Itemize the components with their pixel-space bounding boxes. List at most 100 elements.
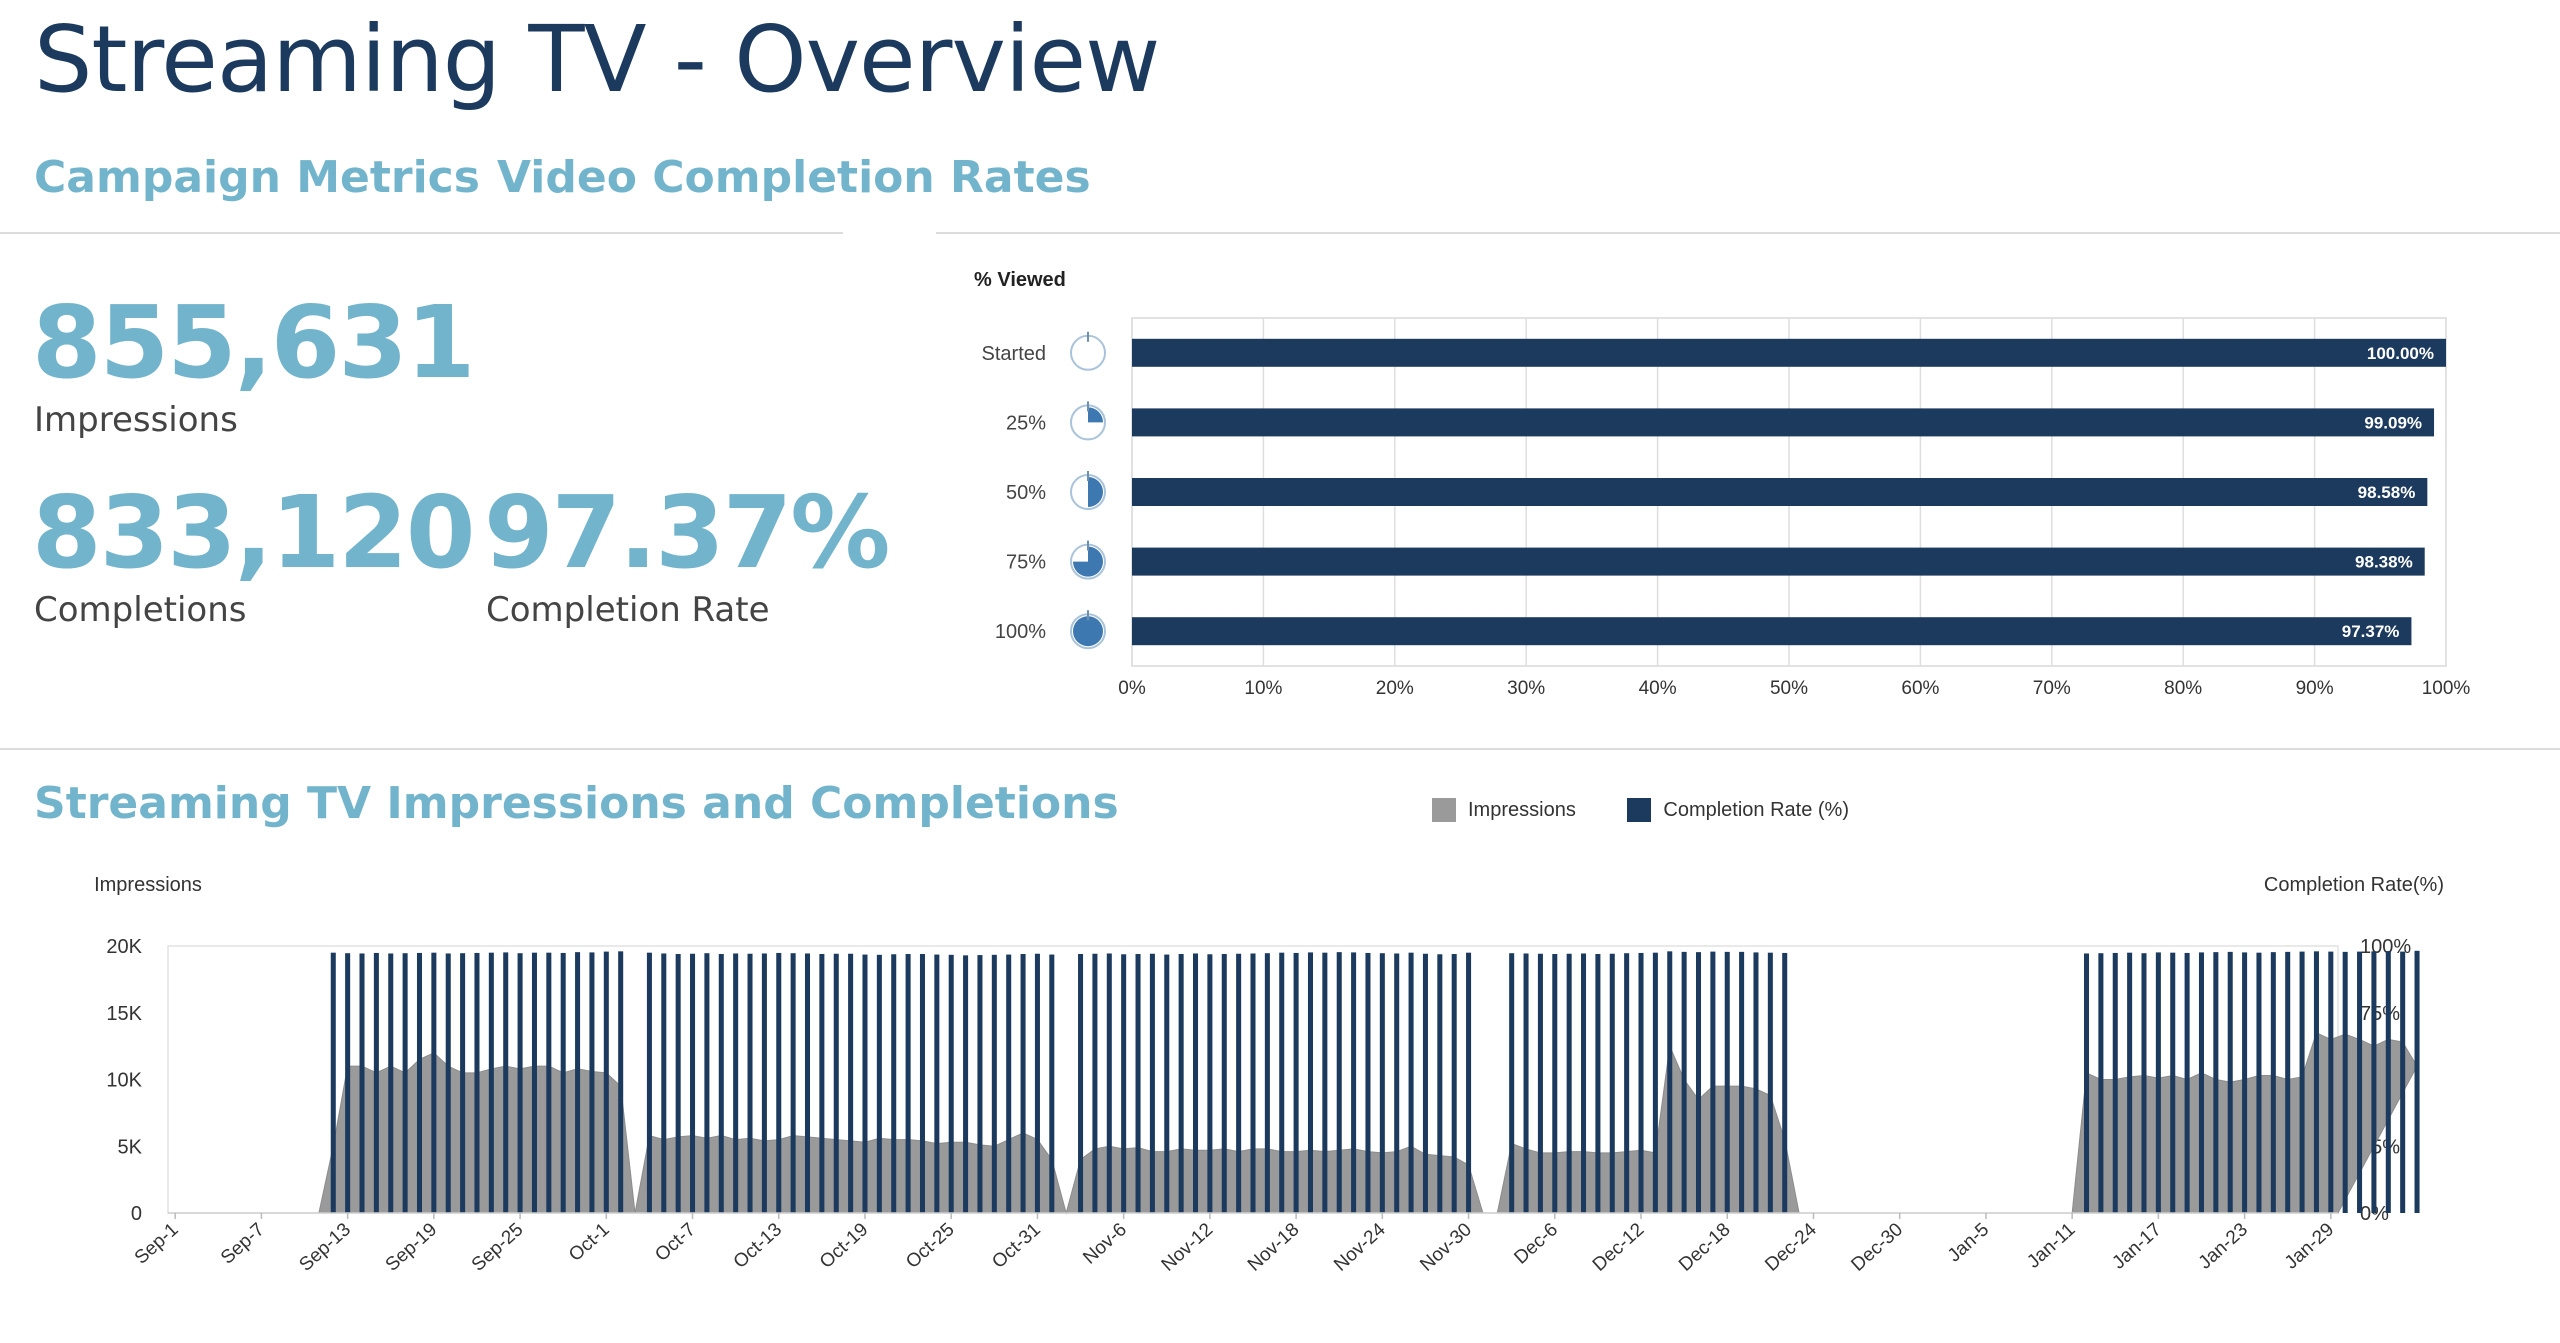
completion-rate-bar [1293,952,1299,1213]
completion-rate-bar [776,952,782,1213]
completion-rate-bar [1078,954,1084,1213]
completion-rate-bar [963,955,969,1213]
completion-rate-bar [2213,952,2219,1213]
completion-rate-label: Completion Rate [486,590,770,630]
completion-rate-bar [2242,952,2248,1213]
completion-rate-bar [575,952,581,1213]
completion-rate-bar [1537,953,1543,1213]
x-tick-label: Jan-17 [2108,1219,2165,1273]
completion-rate-bar [977,955,983,1213]
completion-rate-bar [1437,954,1443,1213]
x-tick-label: Dec-18 [1675,1219,1735,1276]
x-tick-label: Jan-5 [1944,1219,1993,1266]
x-tick-label: Dec-30 [1847,1219,1907,1276]
completion-rate-bar [948,954,954,1213]
completion-rate-bar [1135,954,1141,1213]
completion-rate-bar [1365,952,1371,1213]
completion-rate-bar [474,952,480,1213]
completion-rate-bar [1552,954,1558,1213]
completion-rate-bar [460,953,466,1213]
completion-rate-bar [345,953,351,1213]
completion-rate-value: 97.37% [484,474,891,591]
right-tick-label: 75% [2360,1003,2400,1025]
completion-rate-bar [1006,954,1012,1213]
completion-rate-bar [1207,954,1213,1213]
vcr-x-tick-label: 70% [2033,678,2071,699]
completion-rate-bar [1322,952,1328,1213]
completion-rate-bar [804,953,811,1213]
x-tick-label: Dec-12 [1589,1219,1649,1276]
completion-rate-bar [2313,951,2319,1213]
x-tick-label: Oct-19 [816,1219,872,1273]
vcr-x-tick-label: 90% [2296,678,2334,699]
right-axis-label: Completion Rate(%) [2264,874,2444,896]
completion-rate-bar [2400,951,2406,1213]
completion-rate-bar [2127,952,2133,1213]
x-tick-label: Oct-31 [988,1219,1044,1273]
completion-rate-bar [675,954,681,1213]
completion-rate-bar [1193,953,1199,1213]
completion-rate-bar [1264,953,1270,1213]
legend-completion-rate[interactable]: Completion Rate (%) [1627,798,1849,822]
completion-rate-bar [2256,952,2262,1213]
completion-rate-bar [1379,953,1385,1213]
completion-rate-bar [373,952,379,1213]
completion-rate-bar [833,953,839,1213]
completion-rate-bar [1652,952,1658,1213]
x-tick-label: Jan-11 [2023,1219,2079,1273]
section-impressions-completions: Streaming TV Impressions and Completions [34,778,1119,829]
divider-left [0,232,843,234]
vcr-category-label: 25% [1006,412,1046,434]
completion-rate-bar [848,953,854,1213]
completion-rate-bar [2184,952,2190,1213]
vcr-x-tick-label: 20% [1376,678,1414,699]
completion-rate-bar [1236,953,1242,1213]
completion-rate-bar [1422,953,1428,1213]
x-tick-label: Oct-7 [651,1219,700,1266]
completion-rate-bar [646,952,652,1213]
completion-rate-bar [747,953,753,1213]
completion-rate-bar [2083,953,2090,1213]
x-tick-label: Nov-12 [1158,1219,1218,1276]
right-tick-label: 0% [2360,1203,2389,1225]
vcr-icon-fill [1073,616,1103,647]
completion-rate-bar [2112,952,2118,1213]
completion-rate-bar [1351,952,1357,1213]
left-tick-label: 0 [131,1203,142,1225]
x-tick-label: Nov-30 [1416,1219,1476,1276]
vcr-category-label: 75% [1006,552,1046,574]
completion-rate-bar [1121,954,1127,1213]
completion-rate-bar [1667,951,1673,1213]
divider-bottom [0,748,2560,750]
completion-rate-bar [1020,954,1026,1213]
completion-rate-bar [1710,951,1716,1213]
completion-rate-bar [1279,952,1285,1213]
x-tick-label: Nov-24 [1330,1219,1390,1276]
completion-rate-bar [1767,952,1773,1213]
vcr-icon-fill [1073,546,1104,577]
completion-rate-bar [330,952,336,1213]
completion-rate-bar [2357,951,2363,1213]
completions-value: 833,120 [32,474,475,591]
vcr-bar-value-label: 97.37% [2342,622,2400,641]
completion-rate-bar [618,951,624,1213]
completion-rate-bar [2155,952,2161,1213]
completion-rate-bar [1034,953,1040,1213]
vcr-bar-value-label: 98.38% [2355,553,2413,572]
vcr-category-label: 50% [1006,482,1046,504]
left-tick-label: 5K [118,1136,143,1158]
completion-rate-bar [2414,950,2420,1213]
chart-legend: Impressions Completion Rate (%) [1432,798,1895,828]
completion-rate-bar [1609,953,1615,1213]
vcr-bar [1132,338,2446,367]
completion-rate-bar [2371,951,2377,1213]
divider-right [936,232,2560,234]
x-tick-label: Sep-1 [131,1219,183,1269]
completion-rate-bar [546,952,552,1213]
legend-impressions[interactable]: Impressions [1432,798,1576,822]
completion-rate-bar [1739,951,1745,1213]
completion-rate-bar [589,952,595,1213]
completion-rate-bar [1466,952,1472,1213]
completion-rate-bar [761,953,767,1213]
completion-rate-bar [1221,954,1227,1213]
